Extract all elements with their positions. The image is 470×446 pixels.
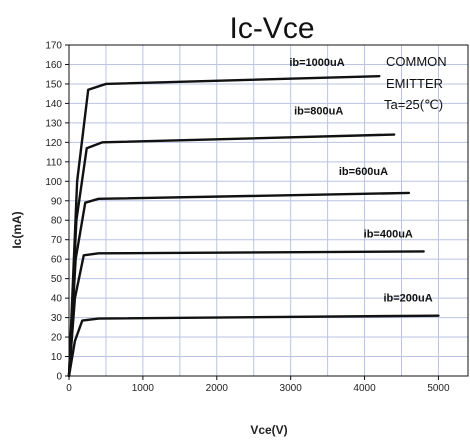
- y-tick-label: 160: [45, 60, 62, 71]
- x-tick-label: 0: [66, 383, 72, 394]
- series-line: [67, 314, 440, 378]
- y-tick-label: 170: [45, 41, 62, 52]
- annotation-common: COMMON: [386, 54, 447, 69]
- y-axis-label: Ic(mA): [10, 211, 24, 248]
- y-tick-label: 50: [51, 274, 63, 285]
- y-tick-label: 60: [51, 255, 63, 266]
- y-tick-label: 120: [45, 138, 62, 149]
- plot-frame: [68, 44, 469, 377]
- series-line: [67, 250, 425, 378]
- y-tick-label: 130: [45, 118, 62, 129]
- x-tick-label: 2000: [206, 383, 229, 394]
- grid: [69, 45, 468, 376]
- x-tick-label: 4000: [353, 383, 376, 394]
- x-tick-label: 3000: [280, 383, 303, 394]
- y-tick-label: 150: [45, 79, 62, 90]
- series-label: ib=1000uA: [289, 57, 344, 69]
- chart-title: Ic-Vce: [229, 12, 314, 45]
- y-tick-label: 20: [51, 333, 63, 344]
- series-labels: ib=200uA ib=400uA ib=600uA ib=800uA ib=1000u…: [289, 57, 432, 304]
- y-tick-label: 80: [51, 216, 63, 227]
- y-tick-label: 10: [51, 352, 63, 363]
- series-line: [67, 74, 381, 378]
- y-tick-label: 90: [51, 196, 63, 207]
- axis-ticks: 0 10 20 30 40 50 60 70 80 90 100 110 120 130 140 150 160…: [45, 41, 450, 395]
- x-axis-label: Vce(V): [250, 423, 287, 437]
- x-tick-label: 1000: [132, 383, 155, 394]
- series-label: ib=200uA: [383, 293, 432, 305]
- series-label: ib=400uA: [364, 228, 413, 240]
- y-tick-label: 40: [51, 294, 63, 305]
- y-tick-label: 0: [56, 372, 62, 383]
- series-label: ib=600uA: [339, 166, 388, 178]
- y-tick-label: 110: [46, 157, 62, 168]
- series-label: ib=800uA: [294, 106, 343, 118]
- annotation-temperature: Ta=25(℃): [384, 97, 443, 112]
- y-tick-label: 100: [45, 177, 62, 188]
- y-tick-label: 30: [51, 313, 63, 324]
- y-tick-label: 70: [51, 235, 63, 246]
- annotation-emitter: EMITTER: [386, 76, 443, 91]
- x-tick-label: 5000: [427, 383, 450, 394]
- series-lines: [67, 74, 440, 378]
- y-tick-label: 140: [45, 99, 62, 110]
